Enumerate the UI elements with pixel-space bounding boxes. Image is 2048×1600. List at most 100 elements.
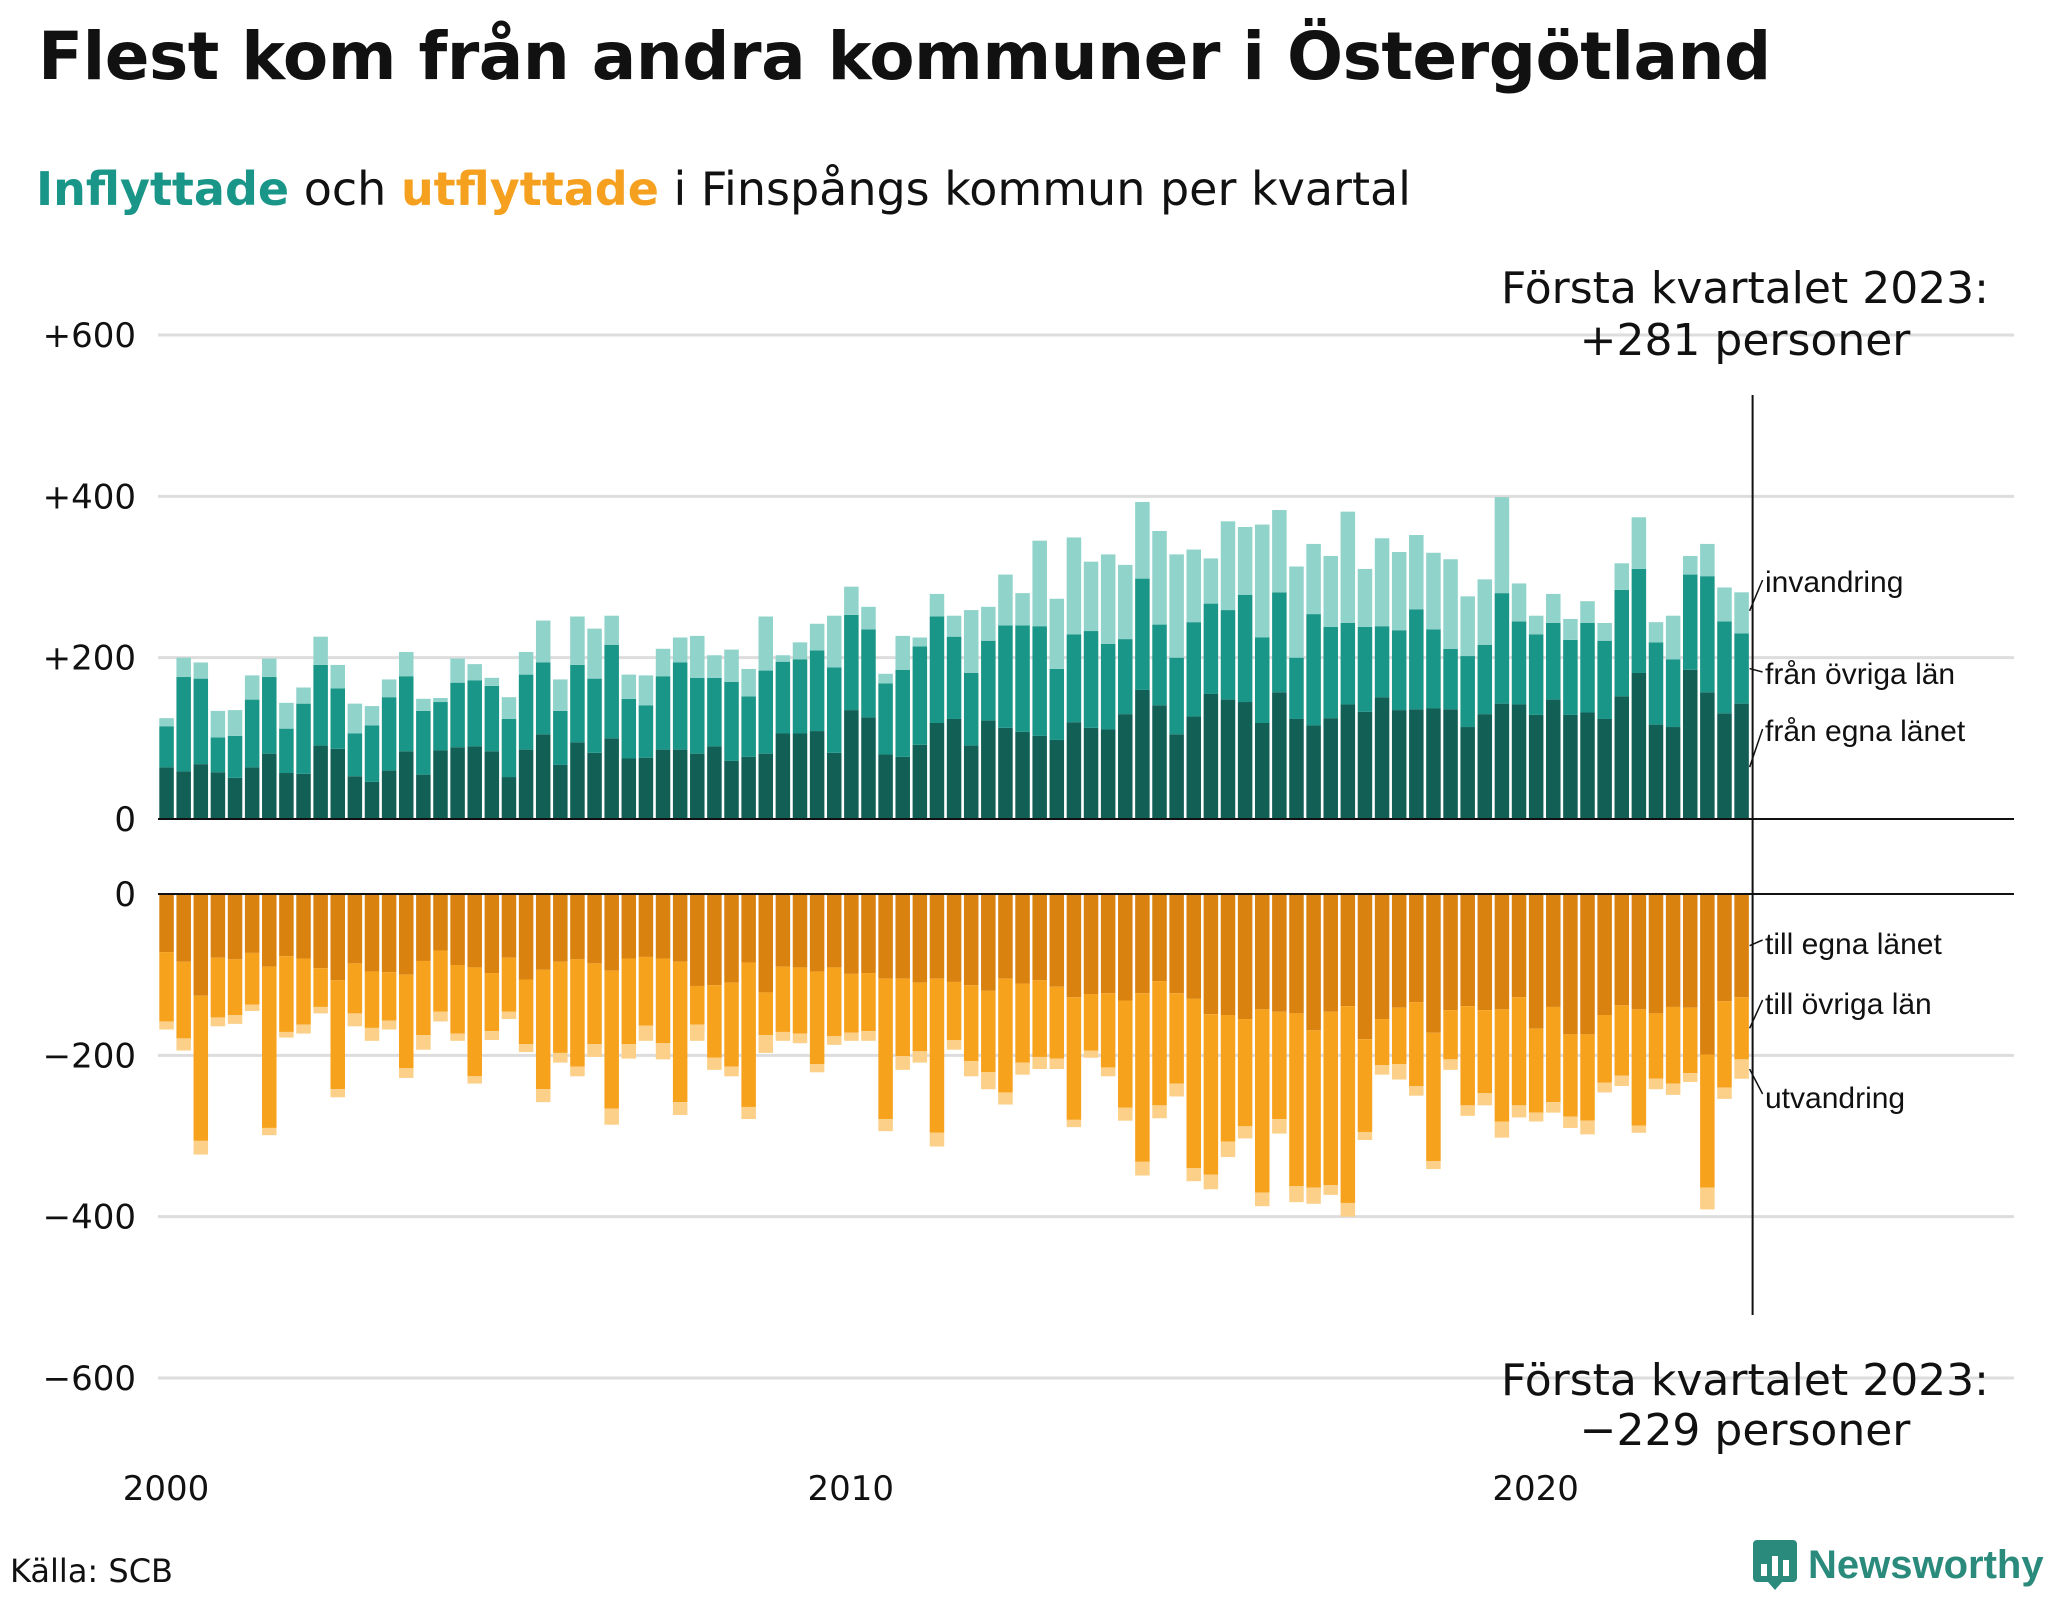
- bar-in-0: [484, 751, 500, 819]
- bar-in-0: [1100, 729, 1116, 819]
- bar-out-1: [501, 957, 517, 1012]
- series-label-out-0: till egna länet: [1765, 928, 1942, 961]
- bar-out-0: [1614, 894, 1630, 1006]
- bar-in-1: [707, 677, 722, 747]
- bar-in-1: [861, 629, 876, 718]
- bar-out-2: [1426, 1161, 1441, 1170]
- bar-in-0: [1580, 712, 1595, 819]
- bar-in-1: [1511, 621, 1527, 705]
- bar-out-1: [724, 982, 739, 1067]
- bar-out-1: [1118, 1000, 1133, 1108]
- bar-in-0: [844, 710, 859, 819]
- bar-out-2: [570, 1066, 585, 1077]
- bar-out-1: [587, 963, 602, 1045]
- bar-in-2: [981, 606, 996, 641]
- bar-out-0: [244, 894, 260, 953]
- bar-out-1: [1528, 1028, 1544, 1113]
- bar-out-1: [1135, 993, 1150, 1162]
- bar-out-0: [1357, 894, 1373, 1040]
- bar-in-0: [1254, 723, 1270, 819]
- bar-out-0: [1426, 894, 1441, 1033]
- bar-in-2: [1717, 587, 1732, 622]
- bar-in-2: [638, 675, 654, 706]
- label-leader: [1748, 579, 1764, 612]
- label-leader: [1749, 667, 1763, 673]
- bar-in-1: [1237, 594, 1253, 703]
- bar-in-0: [1152, 705, 1167, 819]
- bar-out-2: [501, 1011, 517, 1020]
- bar-out-0: [758, 894, 774, 993]
- bar-in-0: [1546, 699, 1561, 819]
- bar-in-0: [1426, 708, 1441, 819]
- bar-out-2: [518, 1044, 534, 1053]
- bar-out-1: [1734, 997, 1749, 1060]
- bar-in-2: [826, 615, 842, 668]
- bar-in-2: [1220, 521, 1236, 611]
- bar-in-2: [1631, 517, 1647, 569]
- bar-in-2: [587, 628, 602, 679]
- bar-out-0: [1409, 894, 1424, 1003]
- bar-in-1: [262, 677, 277, 754]
- bar-in-0: [826, 752, 842, 819]
- bar-out-2: [1563, 1116, 1578, 1128]
- bar-in-1: [1015, 625, 1030, 732]
- subtitle-rest: i Finspångs kommun per kvartal: [658, 162, 1411, 216]
- bar-out-2: [484, 1031, 500, 1041]
- bar-out-2: [912, 1051, 928, 1063]
- bar-out-1: [364, 971, 380, 1028]
- bar-in-1: [535, 662, 551, 735]
- bar-in-2: [861, 606, 876, 630]
- bar-out-1: [1443, 1010, 1458, 1060]
- bar-out-1: [1357, 1039, 1373, 1132]
- bar-out-1: [467, 967, 482, 1077]
- bars: [159, 497, 1749, 1217]
- bar-out-2: [381, 1020, 397, 1030]
- bar-in-2: [672, 637, 688, 663]
- bar-in-1: [1220, 610, 1236, 700]
- bar-out-1: [1049, 986, 1065, 1059]
- bar-in-0: [1306, 725, 1321, 819]
- bar-in-1: [1528, 634, 1544, 715]
- bar-out-2: [1186, 1168, 1202, 1182]
- bar-in-0: [570, 742, 585, 819]
- bar-in-2: [1049, 598, 1065, 669]
- bar-out-2: [638, 1025, 654, 1041]
- bar-out-1: [1100, 993, 1116, 1068]
- bar-out-0: [621, 894, 637, 959]
- bar-in-2: [1340, 511, 1356, 623]
- bar-out-0: [963, 894, 979, 986]
- bar-out-2: [1528, 1112, 1544, 1122]
- bar-out-0: [604, 894, 619, 971]
- bar-in-0: [1494, 703, 1510, 819]
- bar-in-0: [707, 746, 722, 819]
- bar-out-1: [1237, 1019, 1253, 1127]
- bar-out-1: [1426, 1032, 1441, 1162]
- series-label-out-2: utvandring: [1765, 1082, 1905, 1115]
- bar-in-2: [313, 636, 328, 665]
- bar-in-2: [1409, 535, 1424, 610]
- bar-in-1: [467, 680, 482, 747]
- bar-in-2: [1614, 563, 1630, 590]
- bar-in-2: [1563, 618, 1578, 640]
- bar-in-2: [809, 623, 825, 651]
- bar-out-1: [1546, 1006, 1561, 1103]
- bar-in-0: [1357, 711, 1373, 819]
- bar-in-2: [741, 668, 756, 697]
- bar-out-2: [450, 1033, 465, 1041]
- bar-in-0: [878, 754, 893, 819]
- bar-out-1: [861, 973, 876, 1032]
- x-tick-label: 2000: [123, 1469, 210, 1509]
- bar-out-0: [1665, 894, 1681, 1007]
- bar-out-0: [1563, 894, 1578, 1035]
- bar-out-0: [535, 894, 551, 970]
- bar-out-0: [1118, 894, 1133, 1001]
- bar-out-1: [262, 966, 277, 1128]
- bar-out-1: [1289, 1013, 1304, 1187]
- bar-out-0: [724, 894, 739, 983]
- bar-out-0: [878, 894, 893, 979]
- bar-in-1: [1323, 627, 1338, 719]
- bar-out-1: [1186, 998, 1202, 1169]
- bar-out-0: [1477, 894, 1493, 1011]
- bar-out-0: [1682, 894, 1698, 1008]
- bar-out-1: [792, 967, 808, 1034]
